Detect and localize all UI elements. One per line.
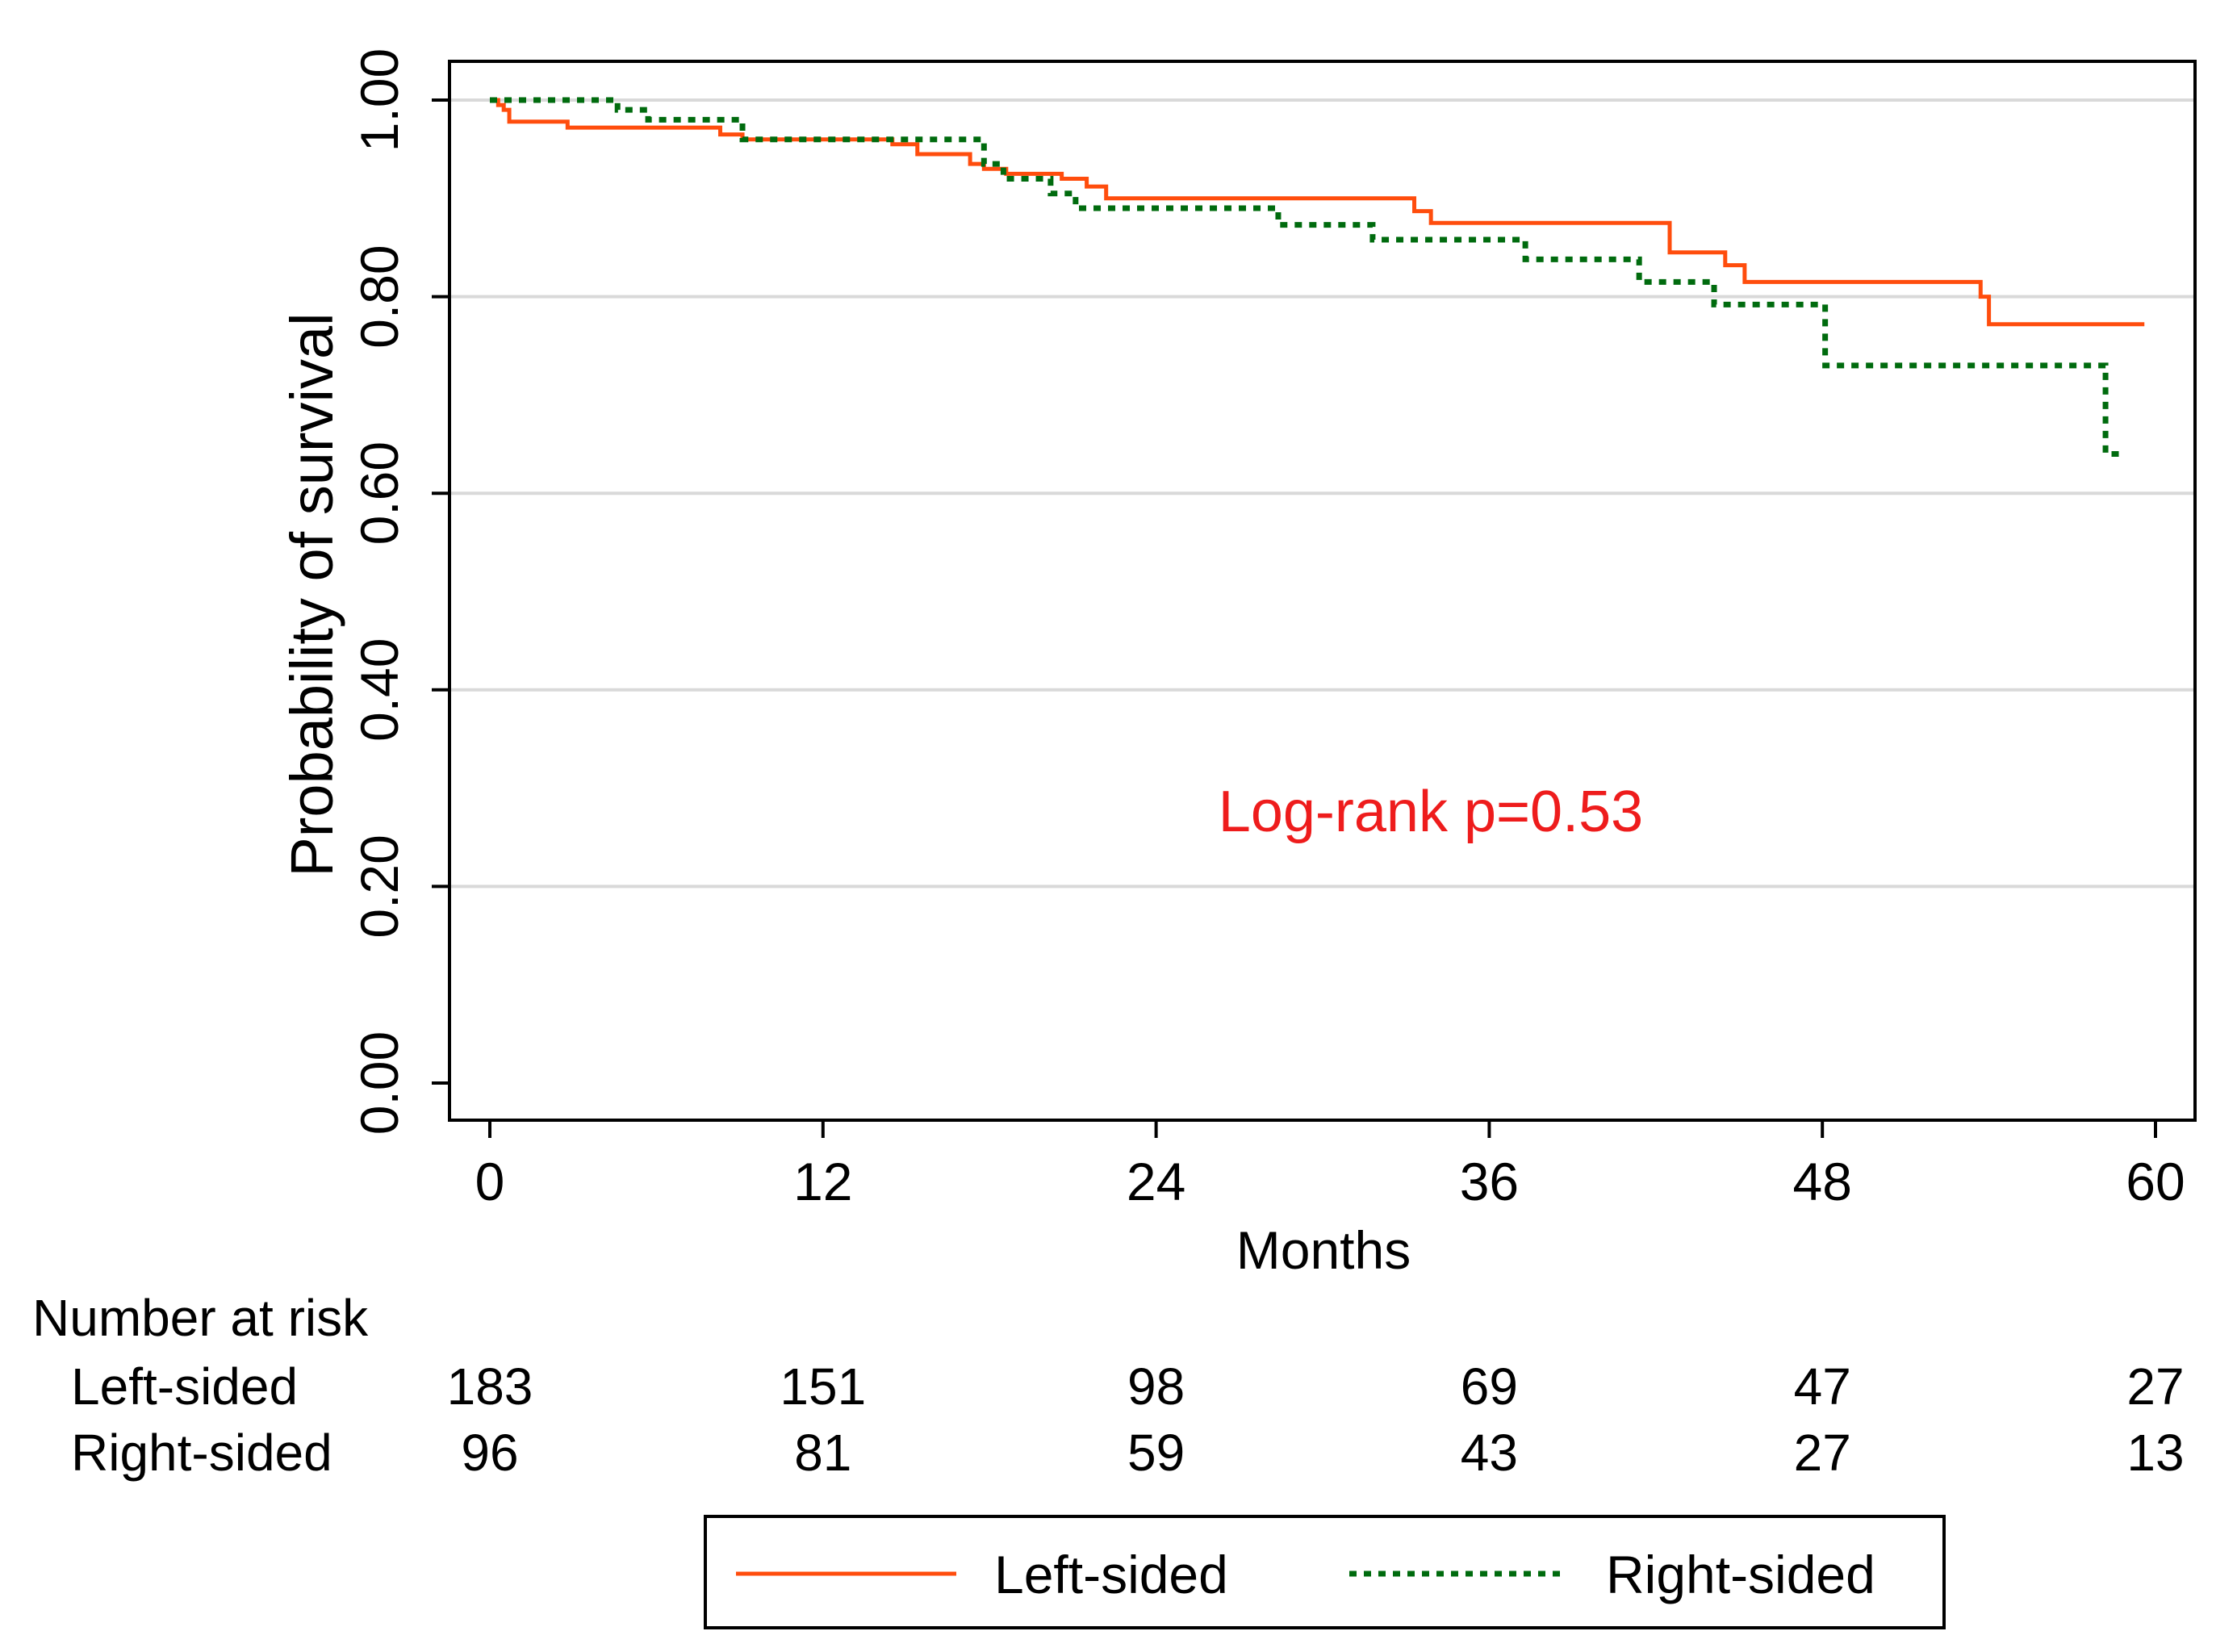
plot-frame: [448, 60, 2197, 1122]
risk-table: Number at risk Left-sided Right-sided 18…: [32, 1289, 2185, 1482]
y-tick-label-0: 0.00: [349, 1031, 409, 1135]
risk-row-label-left-sided: Left-sided: [71, 1357, 298, 1416]
x-tick-label-0: 0: [475, 1152, 505, 1211]
x-axis-label: Months: [1236, 1220, 1411, 1280]
x-axis: 0 12 24 36 48 60: [475, 1120, 2185, 1211]
y-tick-label-2: 0.40: [349, 638, 409, 742]
risk-value-right-sided-24: 59: [1127, 1424, 1185, 1482]
x-tick-label-3: 36: [1460, 1152, 1519, 1211]
risk-value-left-sided-12: 151: [780, 1357, 866, 1416]
risk-value-right-sided-0: 96: [461, 1424, 518, 1482]
legend: Left-sided Right-sided: [704, 1515, 1946, 1629]
risk-value-left-sided-36: 69: [1461, 1357, 1518, 1416]
x-tick-label-5: 60: [2126, 1152, 2185, 1211]
y-axis-label: Probability of survival: [278, 312, 345, 876]
risk-row-label-right-sided: Right-sided: [71, 1424, 332, 1482]
gridlines: [449, 98, 2195, 889]
legend-label-right-sided: Right-sided: [1606, 1545, 1875, 1604]
risk-values: 183 151 98 69 47 27 96 81 59 43 27 13: [447, 1357, 2185, 1482]
y-tick-label-1: 0.20: [349, 834, 409, 938]
x-tick-label-4: 48: [1792, 1152, 1851, 1211]
x-tick-label-1: 12: [793, 1152, 852, 1211]
risk-table-header: Number at risk: [32, 1289, 369, 1347]
y-axis: 0.00 0.20 0.40 0.60 0.80 1.00: [349, 48, 449, 1135]
risk-value-right-sided-12: 81: [794, 1424, 851, 1482]
risk-value-right-sided-60: 13: [2126, 1424, 2184, 1482]
risk-value-left-sided-60: 27: [2126, 1357, 2184, 1416]
y-tick-label-5: 1.00: [349, 48, 409, 152]
legend-label-left-sided: Left-sided: [994, 1545, 1228, 1604]
risk-value-left-sided-0: 183: [447, 1357, 533, 1416]
x-tick-label-2: 24: [1127, 1152, 1185, 1211]
risk-value-right-sided-36: 43: [1461, 1424, 1518, 1482]
y-tick-label-3: 0.60: [349, 441, 409, 545]
log-rank-annotation: Log-rank p=0.53: [1219, 780, 1643, 844]
risk-value-right-sided-48: 27: [1794, 1424, 1851, 1482]
series-layer: [490, 97, 2145, 457]
risk-value-left-sided-48: 47: [1794, 1357, 1851, 1416]
risk-value-left-sided-24: 98: [1127, 1357, 1185, 1416]
y-tick-label-4: 0.80: [349, 245, 409, 348]
